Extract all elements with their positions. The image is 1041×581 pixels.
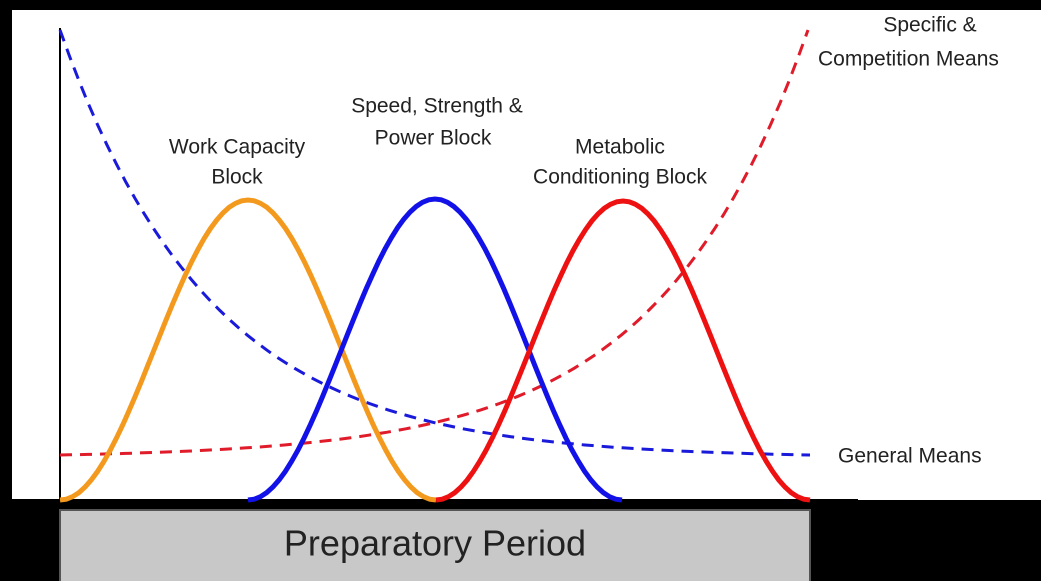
general-means-curve [58,29,811,457]
block-label: Metabolic [575,136,665,159]
plot-area [12,10,1041,500]
block-label: Power Block [375,127,492,150]
block-label: Conditioning Block [533,166,707,189]
specific-means-curve [59,29,810,457]
period-box [59,509,811,581]
means-label: Specific & [883,14,976,37]
curves [58,29,811,503]
work-capacity-curve [59,197,437,503]
metabolic-curve [435,198,811,503]
speed-strength-curve [247,196,623,503]
means-label: Competition Means [818,48,999,71]
block-label: Work Capacity [169,136,306,159]
period-label: Preparatory Period [284,523,586,564]
means-label: General Means [838,445,982,468]
block-label: Block [211,166,263,189]
block-label: Speed, Strength & [351,95,523,118]
